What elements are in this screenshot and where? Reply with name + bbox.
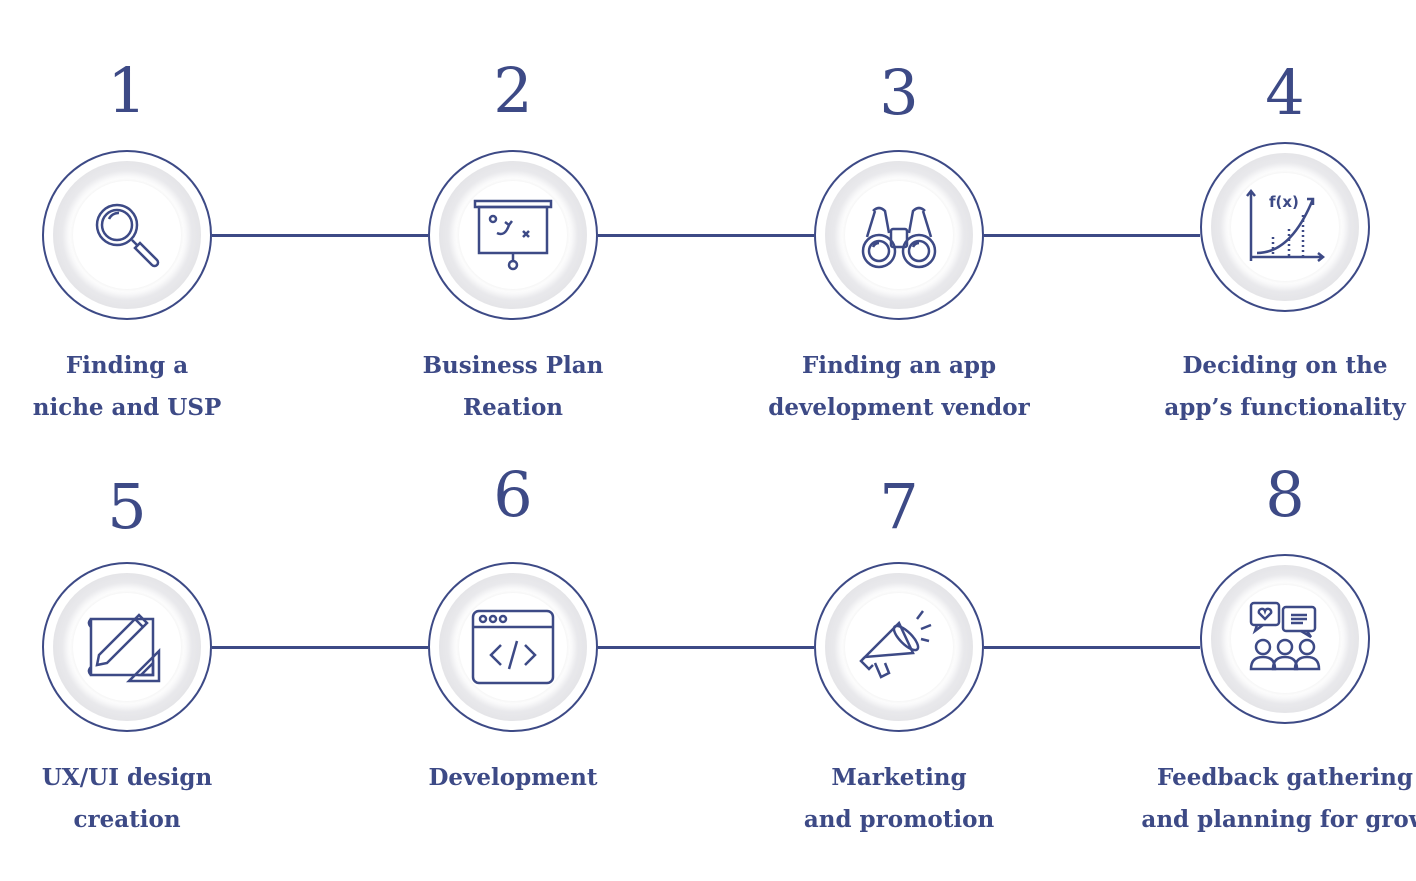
presentation-board-icon [459, 181, 567, 289]
step-label: UX/UI design creation [41, 764, 213, 833]
step-label: Development [428, 764, 598, 791]
step-circle [42, 150, 212, 320]
connector-7-8 [984, 646, 1200, 649]
connector-5-6 [212, 646, 428, 649]
step-circle [428, 150, 598, 320]
step-circle [814, 562, 984, 732]
step-circle [42, 562, 212, 732]
connector-2-3 [598, 234, 814, 237]
connector-3-4 [984, 234, 1200, 237]
step-label: Finding an app development vendor [768, 352, 1030, 421]
step-number: 6 [493, 458, 533, 531]
step-number: 5 [107, 470, 147, 543]
connector-6-7 [598, 646, 814, 649]
function-graph-icon: f(x) [1231, 173, 1339, 281]
step-label: Finding a niche and USP [32, 352, 222, 421]
step-label: Marketing and promotion [803, 764, 995, 833]
step-number: 2 [493, 54, 533, 127]
step-circle: f(x) [1200, 142, 1370, 312]
step-circle [1200, 554, 1370, 724]
step-label: Feedback gathering and planning for grow [1141, 764, 1416, 833]
design-tools-icon [73, 593, 181, 701]
step-label: Business Plan Reation [422, 352, 604, 421]
step-label: Deciding on the app’s functionality [1164, 352, 1406, 421]
megaphone-icon [845, 593, 953, 701]
step-circle [428, 562, 598, 732]
svg-text:f(x): f(x) [1269, 193, 1299, 211]
step-number: 7 [879, 470, 919, 543]
step-number: 1 [107, 54, 147, 127]
binoculars-icon [845, 181, 953, 289]
step-circle [814, 150, 984, 320]
step-number: 3 [879, 56, 919, 129]
feedback-group-icon [1231, 585, 1339, 693]
step-number: 4 [1265, 56, 1305, 129]
connector-1-2 [212, 234, 428, 237]
code-window-icon [459, 593, 567, 701]
step-number: 8 [1265, 458, 1305, 531]
magnifier-icon [73, 181, 181, 289]
